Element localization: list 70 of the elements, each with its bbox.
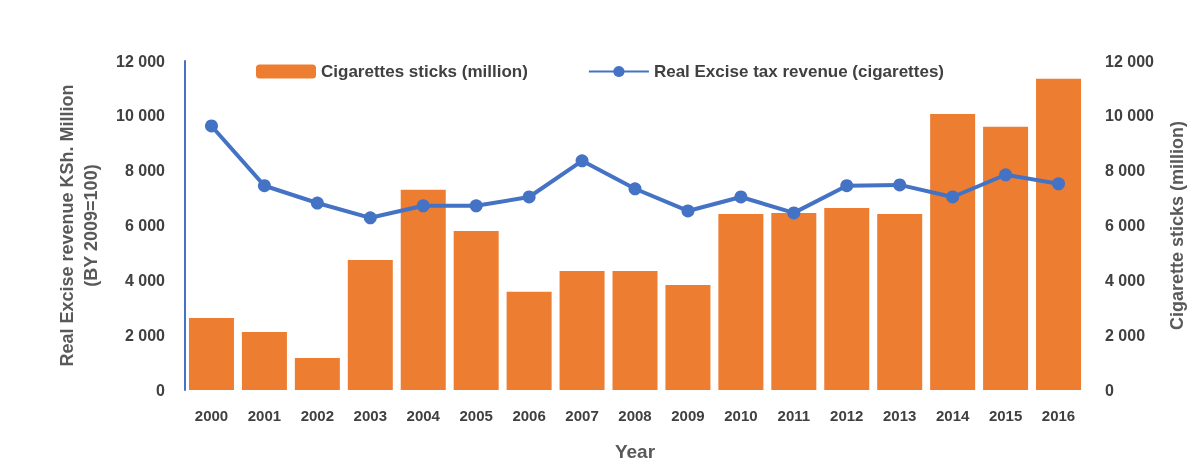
y2-tick-label: 10 000 bbox=[1105, 107, 1155, 125]
legend-label: Real Excise tax revenue (cigarettes) bbox=[653, 62, 945, 81]
y2-axis-title: Cigarette sticks (million) bbox=[1166, 120, 1187, 331]
x-axis-title: Year bbox=[614, 441, 656, 462]
y-tick-label: 8 000 bbox=[124, 162, 166, 180]
bar bbox=[188, 317, 234, 390]
x-tick-label: 2002 bbox=[300, 407, 335, 424]
point bbox=[787, 206, 801, 220]
bar bbox=[453, 230, 499, 390]
point bbox=[893, 178, 907, 192]
point bbox=[469, 199, 483, 213]
x-tick-label: 2015 bbox=[988, 407, 1023, 424]
y-tick-label: 10 000 bbox=[116, 107, 166, 125]
point bbox=[257, 179, 271, 193]
point bbox=[999, 168, 1013, 182]
bar bbox=[718, 213, 764, 390]
x-tick-label: 2010 bbox=[724, 407, 758, 424]
y2-tick-label: 12 000 bbox=[1105, 52, 1155, 70]
x-tick-label: 2009 bbox=[671, 407, 705, 424]
point bbox=[734, 190, 748, 204]
point bbox=[946, 190, 960, 204]
point bbox=[1052, 177, 1066, 191]
bar bbox=[983, 126, 1029, 390]
x-tick-label: 2011 bbox=[777, 407, 811, 424]
point bbox=[204, 119, 218, 133]
x-tick-label: 2003 bbox=[353, 407, 387, 424]
y2-tick-label: 8 000 bbox=[1105, 162, 1146, 180]
bar bbox=[347, 260, 393, 390]
y2-tick-label: 4 000 bbox=[1105, 271, 1146, 289]
point bbox=[310, 196, 324, 210]
x-tick-label: 2005 bbox=[459, 407, 493, 424]
bar bbox=[612, 271, 658, 390]
bar bbox=[665, 284, 711, 390]
bar bbox=[400, 189, 446, 390]
y2-tick-label: 0 bbox=[1105, 381, 1114, 399]
y-tick-label: 6 000 bbox=[124, 217, 166, 234]
bar bbox=[877, 213, 923, 390]
point bbox=[363, 211, 377, 225]
x-tick-label: 2007 bbox=[565, 407, 599, 424]
y2-tick-label: 2 000 bbox=[1105, 326, 1146, 344]
y-tick-label: 4 000 bbox=[124, 271, 166, 289]
x-tick-label: 2006 bbox=[512, 407, 546, 424]
bar bbox=[824, 207, 870, 390]
bar bbox=[771, 212, 817, 390]
x-tick-label: 2016 bbox=[1041, 407, 1076, 424]
bar bbox=[294, 357, 340, 390]
point bbox=[416, 199, 430, 213]
bar bbox=[506, 291, 552, 390]
x-tick-label: 2013 bbox=[883, 407, 917, 424]
point bbox=[840, 179, 854, 193]
x-tick-label: 2001 bbox=[247, 407, 282, 424]
y-tick-label: 2 000 bbox=[124, 326, 166, 344]
x-tick-label: 2014 bbox=[935, 407, 970, 424]
y-tick-label: 12 000 bbox=[116, 52, 166, 70]
legend-label: Cigarettes sticks (million) bbox=[321, 62, 528, 81]
x-tick-label: 2012 bbox=[830, 407, 864, 424]
point bbox=[681, 204, 695, 218]
y-axis-title: Real Excise revenue KSh. Million (BY 2009=100) bbox=[57, 84, 101, 367]
x-tick-label: 2000 bbox=[194, 407, 229, 424]
x-tick-label: 2008 bbox=[618, 407, 652, 424]
bar bbox=[930, 113, 976, 390]
y-tick-label: 0 bbox=[156, 381, 166, 399]
bar bbox=[241, 331, 287, 390]
point bbox=[522, 190, 536, 204]
point bbox=[575, 154, 589, 168]
x-tick-label: 2004 bbox=[406, 407, 441, 424]
bar bbox=[559, 271, 605, 390]
y2-tick-label: 6 000 bbox=[1105, 217, 1146, 234]
point bbox=[628, 182, 642, 196]
bar bbox=[1036, 78, 1082, 390]
